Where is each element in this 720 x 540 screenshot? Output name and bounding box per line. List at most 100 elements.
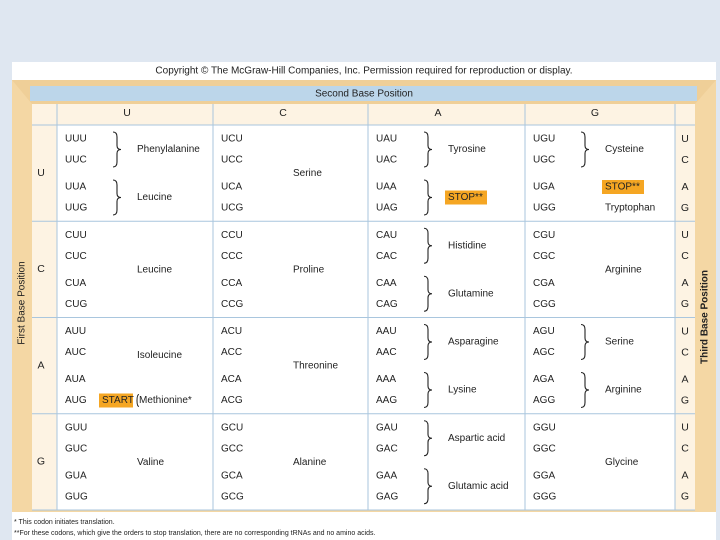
amino-acid: STOP** [605,182,640,193]
bracket [136,394,140,407]
bracket [112,131,122,168]
codon: CCU [221,230,243,241]
bracket [423,227,433,264]
third-base: U [681,325,689,337]
start-highlight [99,393,133,408]
codon: GGC [533,443,556,454]
bracket [580,371,590,409]
codon: CGC [533,251,555,262]
codon: CCA [221,278,242,289]
third-base: C [681,250,689,262]
stop-highlight [445,190,487,205]
codon: GUA [65,470,87,481]
codon: AGA [533,374,554,385]
codon: UAU [376,134,397,145]
third-base: G [681,298,689,310]
first-base: A [37,359,44,371]
amino-acid: Alanine [293,457,327,468]
amino-acid: Lysine [448,385,477,396]
bracket [423,275,433,312]
amino-acid: Serine [605,337,634,348]
third-base: U [681,229,689,241]
amino-acid: Glycine [605,457,639,468]
amino-acid: STOP** [448,192,483,203]
codon: CCC [221,251,243,262]
codon: UAA [376,182,397,193]
codon: CUU [65,230,87,241]
third-base: C [681,346,689,358]
codon: GAU [376,422,398,433]
codon: CAU [376,230,397,241]
third-base: G [681,202,689,214]
codon: GAA [376,470,397,481]
codon: UCG [221,203,243,214]
third-base: U [681,422,689,434]
codon: CGA [533,278,555,289]
stop-highlight [602,180,644,194]
codon: CAG [376,299,398,310]
first-base: G [37,456,45,468]
column-header: A [434,107,441,119]
bracket [580,131,590,168]
codon: CGG [533,299,556,310]
amino-acid: Threonine [293,361,338,372]
codon: GGU [533,422,556,433]
codon: ACC [221,347,242,358]
copyright: Copyright © The McGraw-Hill Companies, I… [155,66,572,77]
codon: GCG [221,491,244,502]
third-base: G [681,491,689,503]
codon: UUC [65,155,87,166]
first-base: C [37,263,45,275]
bracket [423,420,433,457]
bracket [112,179,122,216]
codon: UUU [65,134,87,145]
amino-acid: Aspartic acid [448,433,505,444]
amino-acid: Arginine [605,385,642,396]
start-label: START [102,395,134,406]
column-header: U [123,107,131,119]
codon: AAU [376,326,397,337]
codon: GCC [221,443,243,454]
codon: GUU [65,422,87,433]
amino-acid: Arginine [605,264,642,275]
codon: GAG [376,491,398,502]
amino-acid: Phenylalanine [137,144,200,155]
codon: AGG [533,395,555,406]
codon: UAC [376,155,397,166]
bracket [423,179,433,216]
codon: UGA [533,182,555,193]
third-base: A [681,470,688,482]
codon: AUG [65,395,87,406]
third-base: G [681,394,689,406]
amino-acid: Valine [137,457,164,468]
codon: GGA [533,470,556,481]
codon: ACU [221,326,242,337]
bracket [423,468,433,505]
amino-acid: Serine [293,168,322,179]
codon: CCG [221,299,243,310]
codon: CUA [65,278,86,289]
bracket [423,131,433,168]
amino-acid: Leucine [137,192,172,203]
codon: CAA [376,278,397,289]
codon: CUG [65,299,87,310]
codon: AGC [533,347,555,358]
third-base: C [681,154,689,166]
codon: GCA [221,470,243,481]
codon: GGG [533,491,557,502]
third-base: A [681,181,688,193]
second-base-band [30,86,697,101]
third-base: A [681,277,688,289]
grid: U C A GUUCAGUUUUUCPhenylalanineUUAUUGLeucin… [32,104,695,511]
codon: GUC [65,443,87,454]
codon: UCC [221,155,243,166]
amino-acid: Tryptophan [605,203,655,214]
codon: CAC [376,251,397,262]
amino-acid: Isoleucine [137,350,182,361]
column-header: G [591,107,599,119]
codon: UGC [533,155,555,166]
first-base-label: First Base Position [17,261,28,344]
codon: ACG [221,395,243,406]
